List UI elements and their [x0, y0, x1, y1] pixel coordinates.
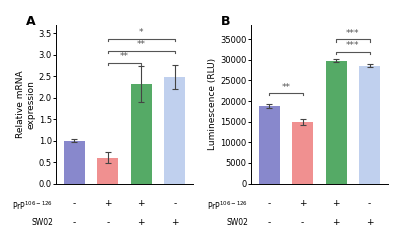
Text: -: -	[268, 218, 271, 227]
Text: +: +	[299, 199, 306, 208]
Text: -: -	[268, 199, 271, 208]
Text: **: **	[282, 83, 290, 92]
Text: *: *	[139, 28, 144, 37]
Text: -: -	[73, 218, 76, 227]
Text: +: +	[138, 199, 145, 208]
Bar	[259, 106, 280, 184]
Text: +: +	[366, 218, 373, 227]
Y-axis label: Relative mRNA
expression: Relative mRNA expression	[16, 70, 36, 138]
Text: +: +	[171, 218, 178, 227]
Y-axis label: Luminescence (RLU): Luminescence (RLU)	[208, 58, 218, 150]
Text: B: B	[221, 15, 230, 28]
Text: **: **	[120, 52, 129, 61]
Text: PrP$^{106-126}$: PrP$^{106-126}$	[207, 199, 248, 212]
Text: +: +	[138, 218, 145, 227]
Bar	[164, 77, 185, 184]
Text: -: -	[73, 199, 76, 208]
Text: -: -	[301, 218, 304, 227]
Bar	[326, 61, 346, 184]
Text: SW02: SW02	[226, 218, 248, 227]
Text: **: **	[137, 40, 146, 49]
Text: ***: ***	[346, 41, 360, 50]
Text: +: +	[332, 199, 340, 208]
Text: PrP$^{106-126}$: PrP$^{106-126}$	[12, 199, 53, 212]
Text: -: -	[106, 218, 110, 227]
Text: -: -	[368, 199, 371, 208]
Bar	[131, 84, 152, 184]
Text: -: -	[173, 199, 176, 208]
Text: A: A	[26, 15, 36, 28]
Bar	[64, 141, 85, 184]
Bar	[98, 158, 118, 184]
Bar	[359, 66, 380, 184]
Text: +: +	[332, 218, 340, 227]
Text: +: +	[104, 199, 112, 208]
Text: SW02: SW02	[31, 218, 53, 227]
Bar	[292, 122, 313, 184]
Text: ***: ***	[346, 29, 360, 38]
